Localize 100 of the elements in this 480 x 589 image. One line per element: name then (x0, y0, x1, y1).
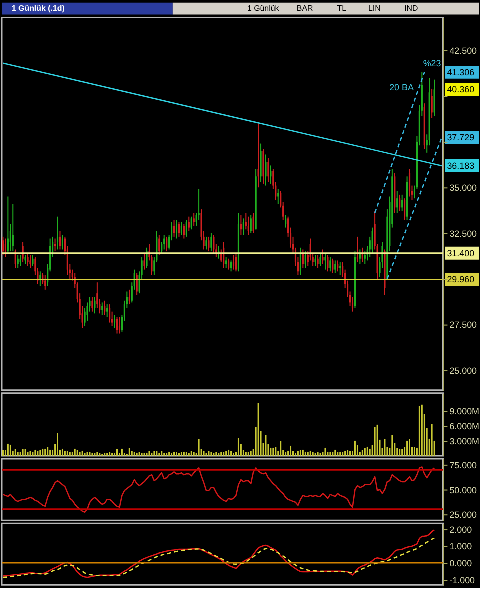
y-tick-label: 25.000 (450, 510, 478, 520)
candlestick (300, 247, 302, 276)
candlestick (180, 222, 182, 236)
y-tick-label: 2.000 (450, 524, 472, 535)
series-label: 37.729 (447, 132, 475, 143)
candlestick (190, 216, 192, 230)
candlestick (327, 254, 329, 272)
candlestick (27, 252, 29, 267)
candlestick (258, 123, 260, 188)
candlestick (278, 188, 280, 205)
candlestick (210, 232, 212, 252)
y-tick-label: 0.000 (450, 558, 472, 569)
y-tick-label: 3.000M (450, 436, 480, 446)
candlestick (434, 79, 436, 117)
text: LIN (368, 4, 382, 13)
y-tick-label: 1.000 (450, 542, 472, 552)
candlestick (146, 247, 148, 268)
candlestick (250, 214, 252, 234)
chart-title: 1 Günlük (.1d) (12, 4, 66, 13)
candlestick (334, 260, 336, 274)
y-tick-label: 50.000 (450, 485, 478, 496)
candlestick (332, 258, 334, 274)
annotation: %23 (423, 58, 442, 68)
candlestick (304, 251, 306, 268)
candlestick (128, 289, 130, 306)
candlestick (270, 165, 272, 184)
candlestick (56, 216, 59, 250)
candlestick (62, 234, 64, 250)
annotation: 20 BA (390, 82, 414, 92)
candlestick (116, 316, 118, 334)
candlestick (232, 254, 235, 270)
line-series (2, 538, 436, 578)
candlestick (248, 216, 250, 236)
y-tick-label: 32.500 (450, 228, 478, 239)
candlestick (314, 254, 316, 267)
text: BAR (296, 4, 314, 13)
candlestick (396, 190, 398, 214)
candlestick (228, 258, 230, 270)
candlestick (322, 249, 324, 265)
candlestick (104, 300, 106, 316)
y-tick-label: -1.000 (450, 575, 476, 586)
candlestick (356, 236, 359, 264)
y-tick-label: 35.000 (450, 183, 478, 194)
candlestick (230, 260, 232, 272)
candlestick (183, 224, 185, 240)
candlestick (213, 234, 215, 254)
ref-line-label: 29.960 (447, 274, 475, 285)
candlestick (226, 256, 228, 268)
candlestick (114, 315, 116, 329)
candlestick (242, 218, 244, 236)
candlestick (32, 254, 34, 267)
candlestick (158, 234, 160, 256)
candlestick (268, 158, 270, 183)
candlestick (408, 168, 411, 198)
candlestick (317, 254, 319, 268)
candlestick (144, 252, 146, 270)
line-series (2, 466, 436, 513)
candlestick (2, 236, 4, 256)
candlestick (178, 222, 180, 238)
line-series (2, 530, 436, 578)
candlestick (404, 198, 406, 222)
candlestick (7, 196, 9, 254)
candlestick (166, 236, 168, 252)
candlestick (40, 271, 42, 287)
candlestick (431, 88, 433, 119)
candlestick (302, 249, 304, 268)
candlestick (106, 304, 108, 318)
candlestick (118, 316, 121, 334)
candlestick (188, 216, 190, 232)
candlestick (337, 260, 339, 272)
text: 1 Günlük (247, 4, 280, 13)
candlestick (176, 220, 178, 240)
candlestick (206, 236, 208, 250)
candlestick (193, 212, 195, 226)
candlestick (372, 227, 374, 254)
ref-line-label: 31.400 (447, 248, 475, 258)
candlestick (240, 214, 242, 236)
y-tick-label: 25.000 (450, 366, 478, 376)
candlestick (30, 254, 32, 268)
candlestick (173, 220, 176, 238)
candlestick (164, 234, 166, 250)
candlestick (92, 296, 94, 312)
y-tick-label: 42.500 (450, 46, 478, 56)
candlestick (24, 254, 26, 265)
candlestick (340, 262, 342, 276)
candlestick (252, 212, 254, 234)
text: 41.306 (447, 67, 475, 78)
candlestick (109, 304, 111, 324)
text: IND (404, 4, 419, 13)
candlestick (186, 220, 188, 238)
candlestick (20, 254, 22, 267)
candlestick (402, 194, 404, 212)
candlestick (59, 230, 62, 250)
y-tick-label: 27.500 (450, 320, 478, 330)
candlestick (12, 204, 14, 252)
candlestick (17, 254, 19, 268)
annotation: 40.360 (447, 84, 475, 95)
candlestick (265, 154, 267, 186)
candlestick (94, 296, 96, 314)
candlestick (102, 302, 104, 316)
